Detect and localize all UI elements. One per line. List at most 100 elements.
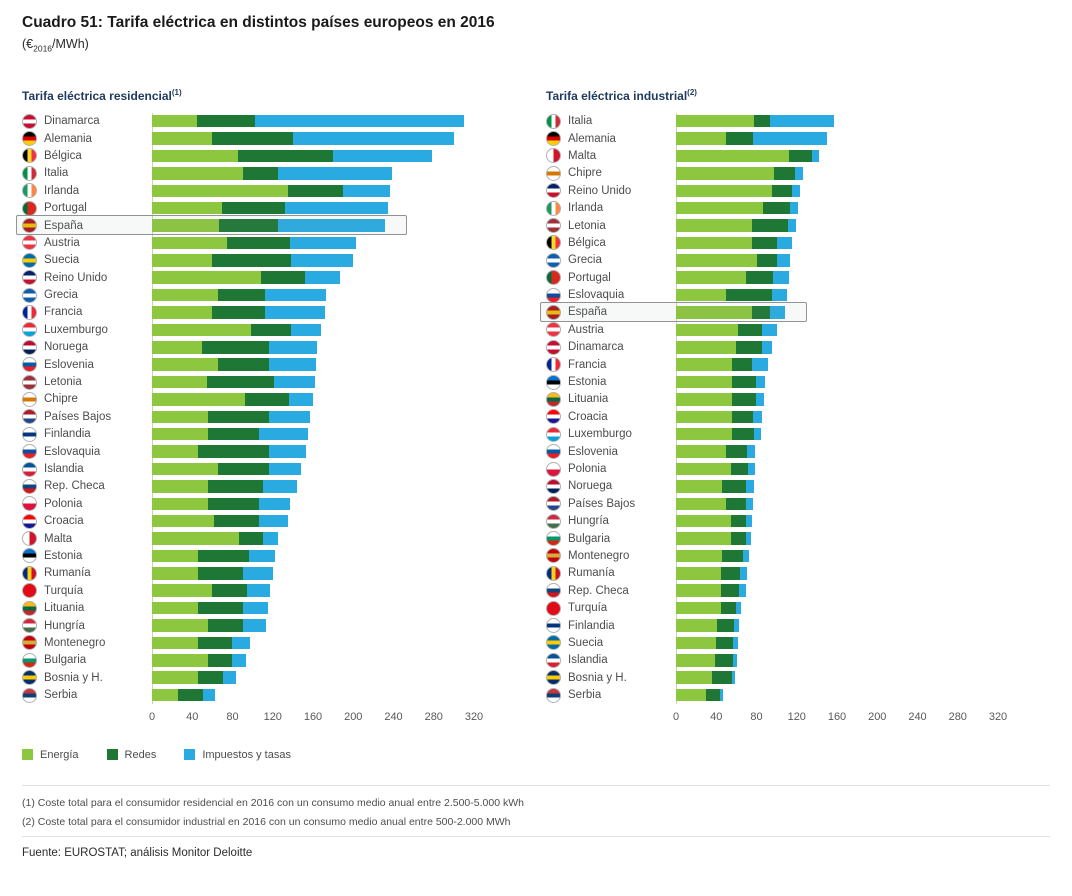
bar-segment-impuestos: [743, 549, 750, 563]
flag-icon: [22, 113, 37, 129]
bar-segment-energia: [676, 688, 707, 702]
bar-track: [152, 549, 474, 563]
bar-segment-energia: [152, 254, 213, 267]
country-label: Suecia: [568, 636, 604, 649]
country-label: Rep. Checa: [568, 584, 629, 597]
bar-track: [152, 219, 474, 232]
country-row: Austria: [546, 321, 1006, 338]
flag-icon: [22, 218, 37, 234]
bar-segment-redes: [244, 393, 289, 406]
flag-icon: [546, 304, 561, 320]
country-row: Bosnia y H.: [546, 669, 1006, 686]
bar-segment-impuestos: [753, 132, 827, 145]
bar-segment-impuestos: [264, 306, 326, 319]
bar-track: [676, 358, 998, 371]
country-row: Montenegro: [546, 547, 1006, 564]
bar-segment-energia: [152, 549, 199, 563]
bar-segment-energia: [676, 306, 753, 319]
country-label: Chipre: [44, 393, 78, 406]
bar-track: [676, 306, 998, 319]
bar-segment-impuestos: [268, 358, 316, 371]
bar-segment-energia: [152, 601, 199, 615]
bar-track: [152, 671, 474, 684]
energia-swatch-icon: [22, 749, 33, 761]
country-row: Estonia: [22, 547, 482, 564]
country-row: Lituania: [22, 599, 482, 616]
bar-segment-redes: [754, 114, 770, 128]
subtitle-suffix: /MWh): [52, 37, 89, 51]
flag-icon: [546, 113, 561, 129]
bar-track: [152, 341, 474, 354]
country-label: Turquía: [44, 584, 84, 597]
country-label: Irlanda: [44, 184, 80, 197]
country-row: Rumanía: [22, 565, 482, 582]
bar-segment-redes: [732, 358, 753, 371]
bar-segment-impuestos: [776, 236, 792, 250]
bar-segment-impuestos: [756, 393, 764, 406]
bar-segment-impuestos: [740, 567, 748, 580]
legend: Energía Redes Impuestos y tasas: [22, 749, 1050, 761]
bar-segment-energia: [676, 271, 747, 284]
bar-segment-energia: [152, 167, 243, 180]
bar-segment-energia: [676, 497, 727, 511]
country-row: Alemania: [546, 130, 1006, 147]
bar-segment-energia: [676, 480, 723, 493]
bar-segment-redes: [716, 636, 734, 650]
bar-segment-energia: [152, 323, 251, 337]
flag-icon: [546, 252, 561, 268]
bar-track: [152, 393, 474, 406]
bar-track: [676, 549, 998, 563]
y-axis-line: [152, 112, 153, 704]
flag-icon: [22, 183, 37, 199]
bar-track: [152, 601, 474, 615]
country-label: Bélgica: [44, 149, 82, 162]
bar-segment-redes: [218, 462, 269, 476]
bar-segment-energia: [676, 671, 713, 684]
bar-segment-impuestos: [262, 480, 297, 493]
flag-icon: [22, 687, 37, 703]
bar-segment-redes: [287, 184, 344, 197]
bar-track: [676, 341, 998, 354]
flag-icon: [546, 374, 561, 390]
bar-segment-impuestos: [761, 341, 772, 354]
country-row: Finlandia: [546, 617, 1006, 634]
bar-segment-redes: [721, 601, 737, 615]
bar-segment-energia: [152, 219, 220, 232]
bar-segment-redes: [222, 201, 285, 215]
flag-icon: [546, 218, 561, 234]
bar-segment-redes: [208, 654, 233, 667]
axis-tick-label: 0: [148, 710, 156, 723]
bar-segment-energia: [152, 375, 208, 389]
bar-track: [676, 445, 998, 458]
bar-track: [676, 167, 998, 180]
bar-segment-impuestos: [752, 358, 768, 371]
bar-segment-impuestos: [791, 184, 800, 197]
country-label: Francia: [568, 358, 607, 371]
axis-tick-label: 160: [827, 710, 847, 723]
bar-track: [152, 636, 474, 650]
flag-icon: [546, 531, 561, 547]
country-label: Chipre: [568, 167, 602, 180]
bar-track: [152, 427, 474, 441]
country-row: Rep. Checa: [22, 478, 482, 495]
bar-segment-redes: [788, 149, 812, 163]
bar-segment-impuestos: [733, 654, 738, 667]
country-label: Malta: [568, 149, 597, 162]
bar-segment-redes: [722, 549, 744, 563]
flag-icon: [22, 357, 37, 373]
chart-industrial-title: Tarifa eléctrica industrial(2): [546, 88, 1006, 103]
bar-segment-redes: [731, 462, 749, 476]
country-row: Reino Unido: [22, 269, 482, 286]
bar-segment-impuestos: [733, 636, 739, 650]
country-label: Serbia: [568, 689, 602, 702]
bar-segment-redes: [732, 427, 755, 441]
flag-icon: [546, 165, 561, 181]
bar-segment-energia: [676, 410, 733, 424]
country-row: Letonia: [546, 217, 1006, 234]
country-label: Grecia: [44, 289, 78, 302]
flag-icon: [546, 200, 561, 216]
country-row: Eslovaquia: [22, 443, 482, 460]
country-label: Montenegro: [568, 549, 630, 562]
bar-segment-redes: [762, 201, 790, 215]
bar-segment-redes: [726, 288, 772, 302]
